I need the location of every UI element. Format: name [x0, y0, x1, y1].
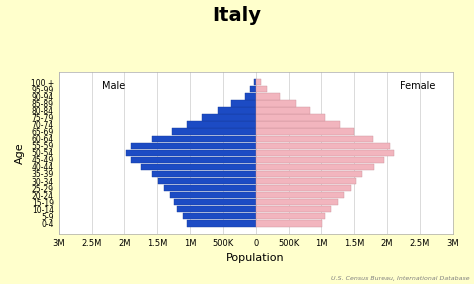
Bar	[255, 213, 325, 220]
Bar	[255, 135, 373, 142]
Bar	[152, 135, 255, 142]
Bar	[255, 206, 331, 212]
Text: Female: Female	[400, 81, 435, 91]
Bar	[255, 93, 280, 100]
Bar	[173, 199, 255, 205]
Bar	[255, 143, 390, 149]
Bar	[170, 192, 255, 198]
Bar	[255, 171, 362, 177]
Bar	[255, 192, 344, 198]
Bar	[255, 86, 267, 93]
Bar	[141, 164, 255, 170]
Bar	[255, 150, 393, 156]
Bar	[187, 220, 255, 227]
Bar	[187, 122, 255, 128]
Bar	[255, 164, 374, 170]
X-axis label: Population: Population	[227, 253, 285, 263]
Bar	[255, 199, 338, 205]
Bar	[218, 107, 255, 114]
Text: U.S. Census Bureau, International Database: U.S. Census Bureau, International Databa…	[331, 276, 469, 281]
Bar	[255, 157, 384, 163]
Bar	[126, 150, 255, 156]
Bar	[158, 178, 255, 184]
Bar	[152, 171, 255, 177]
Bar	[255, 128, 354, 135]
Bar	[255, 107, 310, 114]
Bar	[245, 93, 255, 100]
Bar	[255, 79, 261, 85]
Bar	[255, 114, 325, 121]
Bar	[202, 114, 255, 121]
Bar	[255, 100, 296, 106]
Text: Italy: Italy	[212, 6, 262, 25]
Bar	[177, 206, 255, 212]
Text: Male: Male	[102, 81, 126, 91]
Bar	[172, 128, 255, 135]
Bar	[131, 143, 255, 149]
Bar	[255, 185, 351, 191]
Bar	[255, 122, 340, 128]
Bar	[255, 220, 322, 227]
Bar	[183, 213, 255, 220]
Bar	[254, 79, 255, 85]
Y-axis label: Age: Age	[15, 142, 25, 164]
Bar	[255, 178, 356, 184]
Bar	[231, 100, 255, 106]
Bar	[131, 157, 255, 163]
Bar	[250, 86, 255, 93]
Bar	[164, 185, 255, 191]
